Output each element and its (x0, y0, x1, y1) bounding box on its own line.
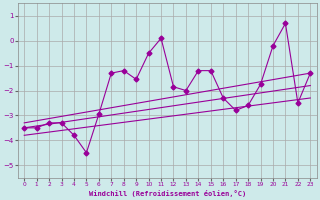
X-axis label: Windchill (Refroidissement éolien,°C): Windchill (Refroidissement éolien,°C) (89, 190, 246, 197)
